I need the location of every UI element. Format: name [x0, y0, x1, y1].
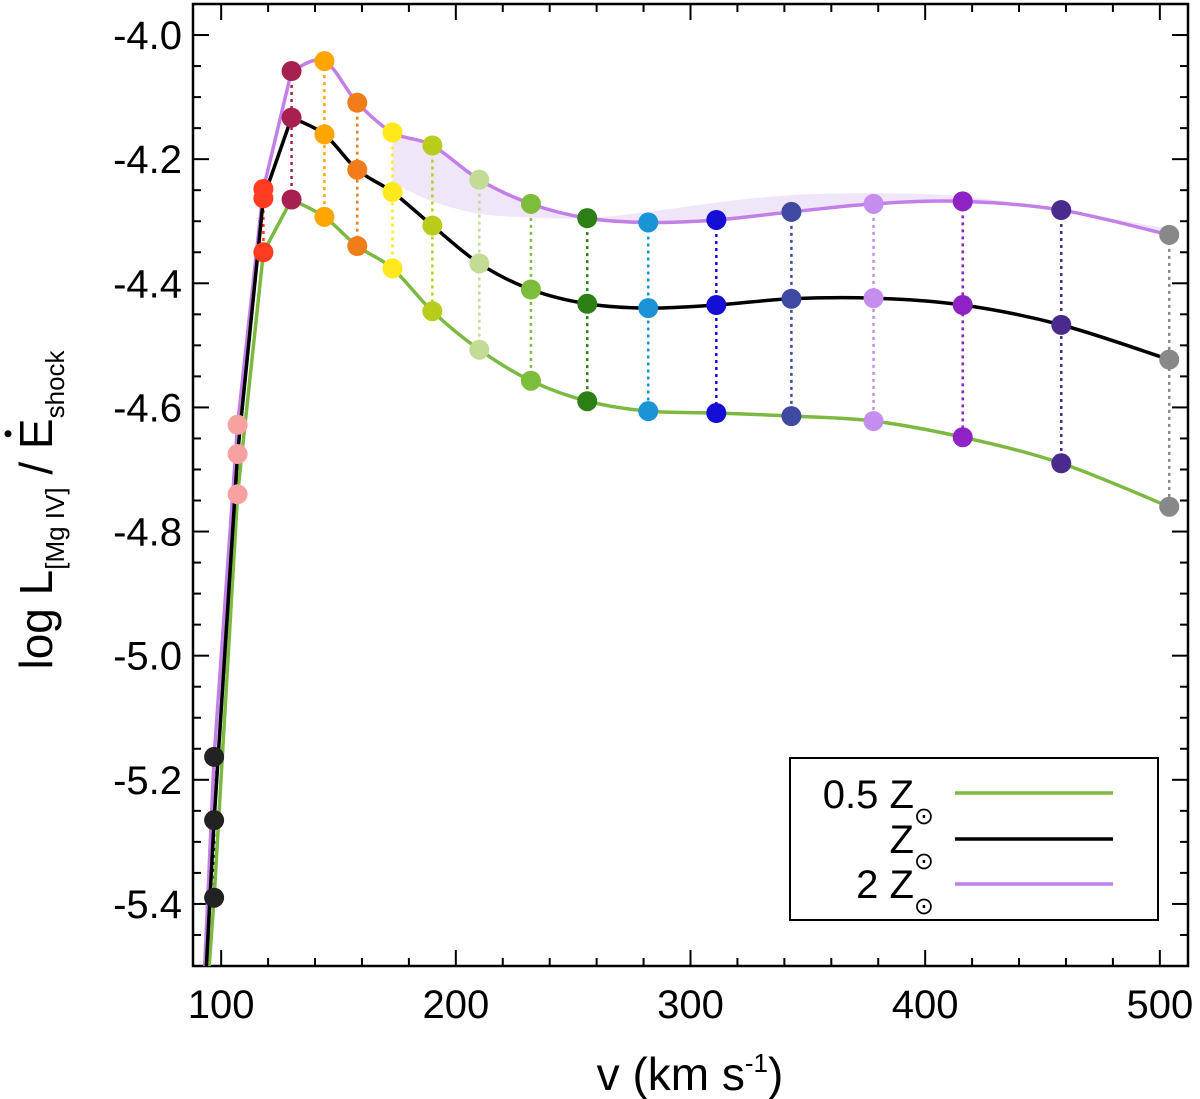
x-tick-label: 400 — [892, 983, 959, 1027]
data-point — [469, 339, 490, 360]
data-point — [422, 215, 443, 236]
data-point — [638, 401, 659, 422]
data-point — [204, 810, 225, 831]
x-tick-label: 100 — [188, 983, 255, 1027]
data-point — [706, 209, 727, 230]
data-point — [520, 193, 541, 214]
data-point — [422, 135, 443, 156]
data-point — [382, 258, 403, 279]
x-axis-title: v (km s-1) — [597, 1048, 784, 1099]
series-points — [204, 51, 1180, 908]
data-point — [422, 301, 443, 322]
data-point — [781, 201, 802, 222]
edot-mark — [4, 430, 12, 438]
x-tick-label: 300 — [657, 983, 724, 1027]
data-point — [281, 107, 302, 128]
y-tick-label: -4.2 — [113, 138, 182, 182]
data-point — [952, 427, 973, 448]
metallicity-band — [392, 132, 1170, 235]
y-axis-title: log L[Mg IV] / Eshock — [10, 349, 70, 669]
data-point — [781, 406, 802, 427]
data-point — [227, 414, 248, 435]
data-point — [863, 411, 884, 432]
data-point — [1051, 453, 1072, 474]
data-point — [347, 92, 368, 113]
axis-ticks — [193, 3, 1188, 967]
data-point — [863, 288, 884, 309]
data-point — [281, 189, 302, 210]
data-point — [577, 293, 598, 314]
data-point — [706, 403, 727, 424]
data-point — [952, 191, 973, 212]
data-point — [781, 288, 802, 309]
data-point — [577, 208, 598, 229]
data-point — [253, 178, 274, 199]
data-point — [1159, 224, 1180, 245]
data-point — [1159, 349, 1180, 370]
data-point — [253, 242, 274, 263]
data-point — [638, 212, 659, 233]
data-point — [281, 61, 302, 82]
data-point — [520, 370, 541, 391]
data-point — [314, 124, 335, 145]
data-point — [577, 391, 598, 412]
legend-label-double-solar: 2 Z⊙ — [856, 863, 934, 920]
data-point — [204, 746, 225, 767]
y-tick-label: -5.0 — [113, 635, 182, 679]
data-point — [314, 51, 335, 72]
data-point — [1051, 314, 1072, 335]
x-tick-label: 500 — [1126, 983, 1193, 1027]
legend: 0.5 Z⊙ Z⊙ 2 Z⊙ — [789, 757, 1159, 921]
y-tick-label: -4.6 — [113, 386, 182, 430]
data-point — [706, 295, 727, 316]
data-point — [314, 206, 335, 227]
y-tick-label: -4.0 — [113, 14, 182, 58]
data-point — [204, 887, 225, 908]
tick-labels: 100 200 300 400 500 -5.4 -5.2 -5.0 -4.8 -4.6 -4.4 -… — [113, 14, 1193, 1027]
data-point — [952, 295, 973, 316]
data-point — [1159, 496, 1180, 517]
data-point — [347, 159, 368, 180]
legend-label-solar: Z⊙ — [889, 818, 934, 875]
y-tick-label: -5.4 — [113, 883, 182, 927]
data-point — [227, 443, 248, 464]
y-tick-label: -4.4 — [113, 262, 182, 306]
data-point — [347, 236, 368, 257]
data-point — [382, 182, 403, 203]
data-point — [638, 298, 659, 319]
data-point — [382, 122, 403, 143]
x-tick-label: 200 — [422, 983, 489, 1027]
data-point — [520, 279, 541, 300]
y-tick-label: -5.2 — [113, 759, 182, 803]
data-point — [227, 484, 248, 505]
data-point — [1051, 200, 1072, 221]
data-point — [469, 169, 490, 190]
y-tick-label: -4.8 — [113, 511, 182, 555]
data-point — [863, 193, 884, 214]
legend-label-half-solar: 0.5 Z⊙ — [823, 773, 934, 830]
data-point — [469, 253, 490, 274]
metallicity-band-area — [392, 132, 1170, 235]
